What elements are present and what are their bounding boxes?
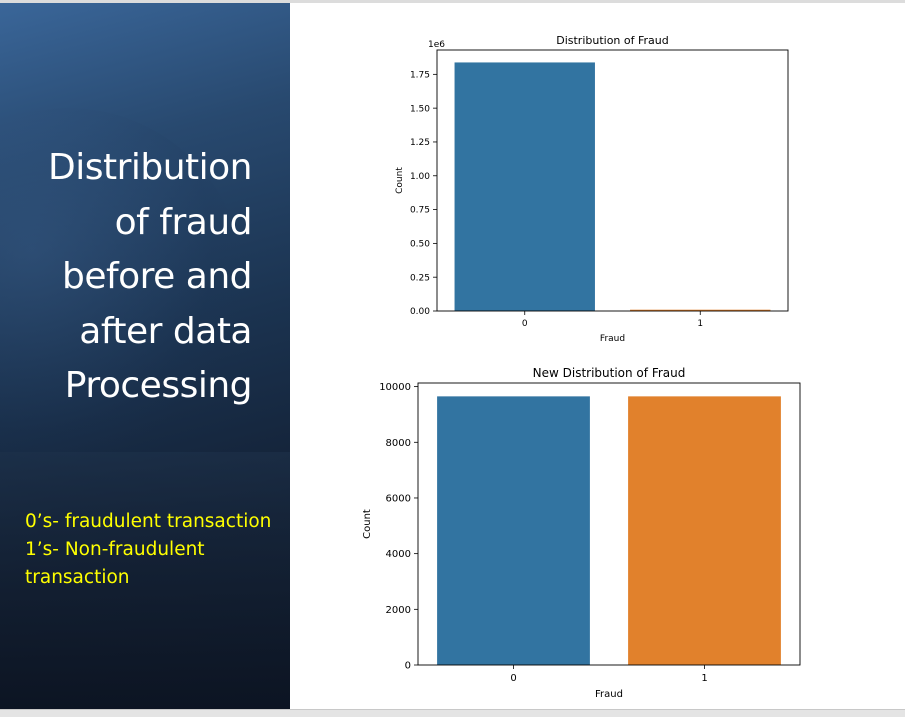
window-top-border	[0, 0, 905, 3]
bar-0	[454, 62, 595, 311]
y-tick-label: 1.00	[410, 172, 430, 182]
chart-distribution-of-fraud: Distribution of Fraud 1e6 0 1 0.00 0.25 0.50 0.…	[395, 34, 789, 344]
y-offset-label: 1e6	[428, 40, 445, 50]
note-line-2: 1’s- Non-fraudulent	[25, 539, 205, 560]
y-tick-label: 2000	[386, 605, 411, 616]
note-line-1: 0’s- fraudulent transaction	[25, 511, 272, 532]
y-axis-label: Count	[395, 167, 405, 194]
y-tick-label: 1.50	[410, 104, 430, 114]
x-tick-label-0: 0	[522, 319, 528, 329]
y-tick-label: 8000	[386, 438, 411, 449]
y-tick-label: 0.50	[410, 240, 430, 250]
x-axis-label: Fraud	[600, 334, 625, 344]
chart-title: New Distribution of Fraud	[533, 366, 686, 380]
lower-panel-shade	[0, 452, 290, 709]
y-tick-label: 1.25	[410, 138, 430, 148]
y-tick-label: 0.25	[410, 273, 430, 283]
y-tick-label: 10000	[379, 382, 411, 393]
slide: Distribution of fraud before and after d…	[0, 3, 905, 709]
bar-1	[630, 309, 771, 312]
bar-0	[437, 396, 590, 665]
y-tick-label: 0	[405, 661, 411, 672]
x-tick-label-1: 1	[697, 319, 703, 329]
legend-note: 0’s- fraudulent transaction 1’s- Non-fra…	[25, 508, 287, 592]
y-tick-label: 1.75	[410, 70, 430, 80]
note-line-3: transaction	[25, 567, 130, 588]
plot-frame	[417, 382, 801, 666]
y-tick-label: 6000	[386, 493, 411, 504]
plot-frame	[436, 49, 789, 312]
slide-title: Distribution of fraud before and after d…	[47, 147, 253, 406]
x-tick-label-1: 1	[701, 673, 707, 684]
y-tick-label: 0.75	[410, 206, 430, 216]
y-tick-label: 0.00	[410, 307, 430, 317]
left-title-panel: Distribution of fraud before and after d…	[0, 3, 290, 709]
chart-new-distribution-of-fraud: New Distribution of Fraud 0 1 0 2000 4000 6000…	[362, 366, 801, 700]
y-tick-label: 4000	[386, 549, 411, 560]
chart-title: Distribution of Fraud	[556, 34, 669, 47]
x-axis-label: Fraud	[595, 689, 623, 700]
bottom-status-strip	[0, 709, 905, 717]
bar-1	[628, 396, 781, 665]
x-tick-label-0: 0	[510, 673, 516, 684]
y-axis-label: Count	[362, 509, 373, 539]
